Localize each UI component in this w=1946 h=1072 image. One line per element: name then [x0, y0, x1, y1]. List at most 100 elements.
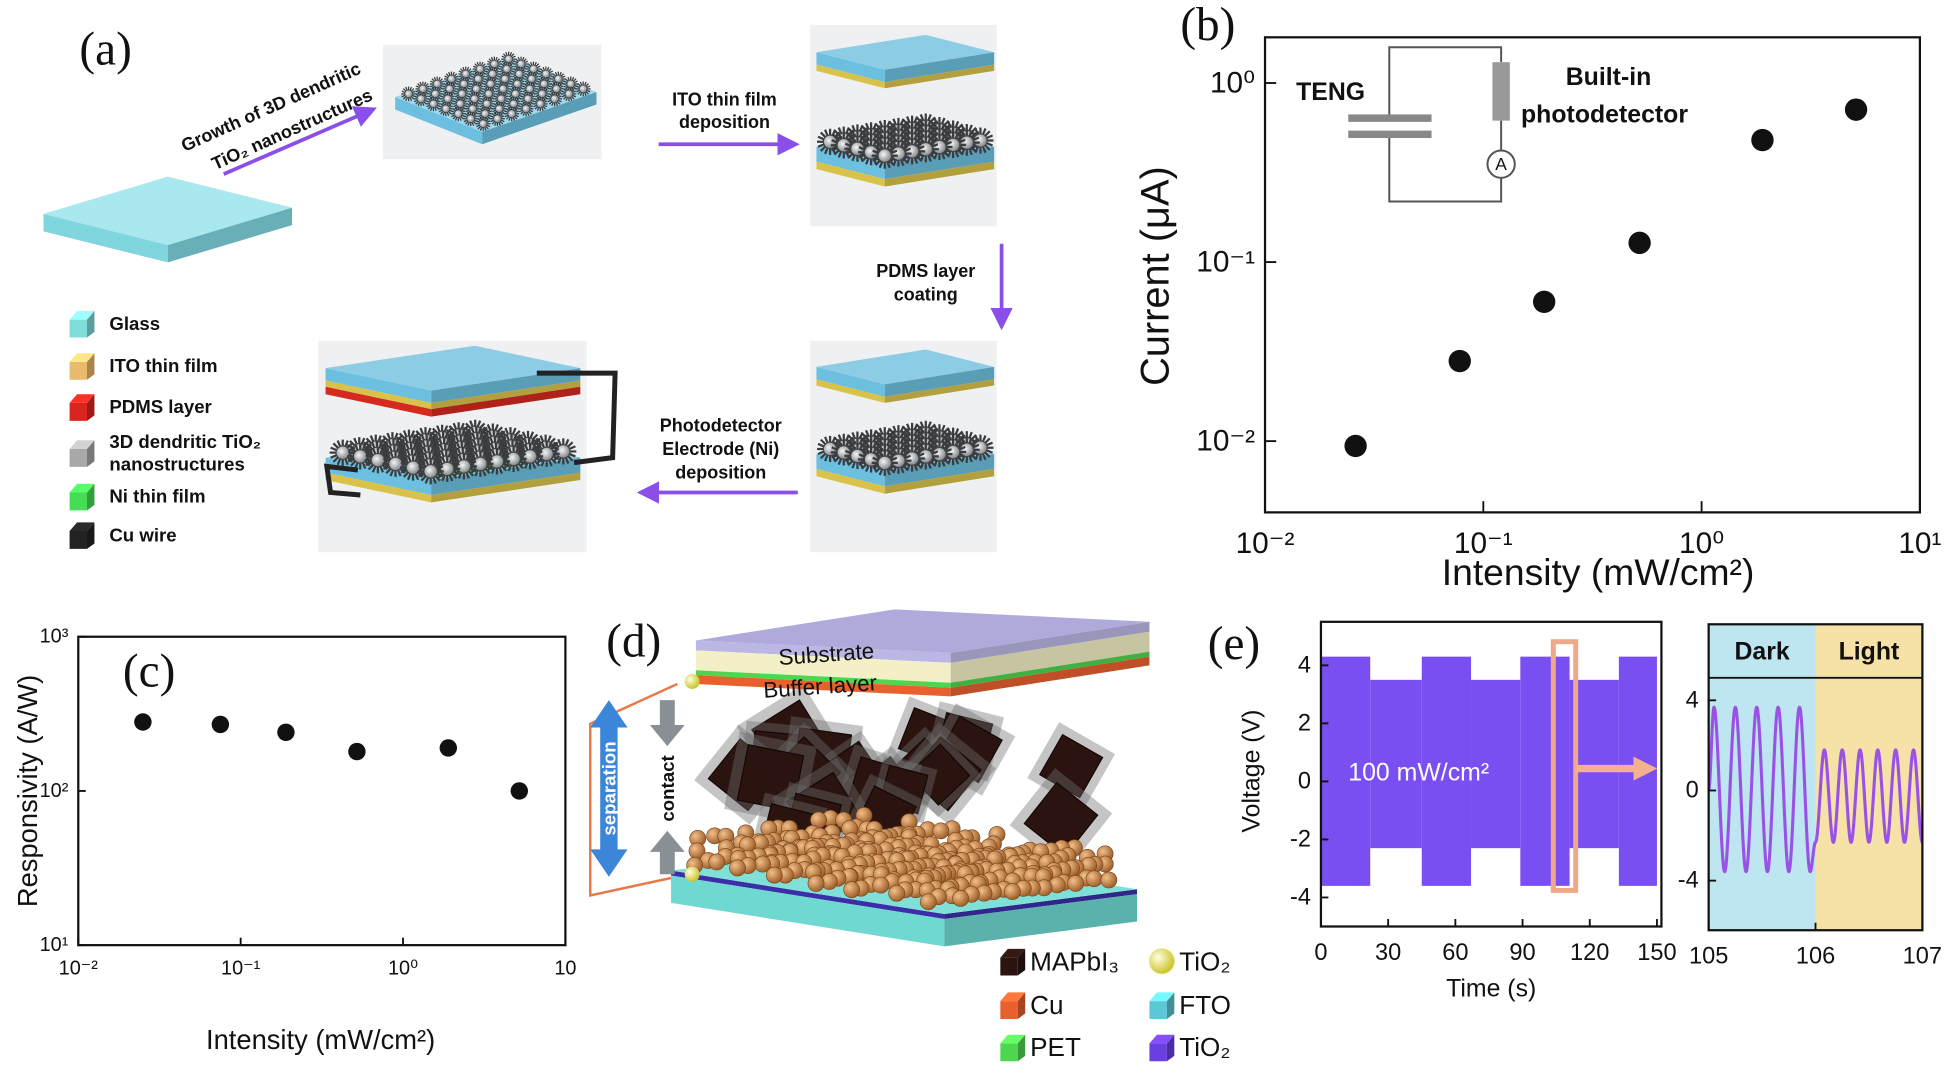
y-tick-label: -4 [1290, 884, 1311, 910]
x-tick-label: 60 [1442, 940, 1468, 966]
legend-swatch [1000, 1001, 1018, 1020]
legend-swatch [69, 361, 87, 380]
dendrite [560, 85, 577, 102]
legend-swatch [1166, 1034, 1175, 1062]
data-point [1844, 98, 1868, 121]
data-point [439, 739, 457, 757]
slab-side [431, 472, 581, 503]
process-arrow [222, 106, 377, 176]
slab-side [944, 889, 1138, 920]
legend-swatch [69, 492, 87, 511]
slab-side [950, 651, 1150, 688]
tio2-particle [932, 822, 950, 840]
region-label: Light [1839, 638, 1900, 666]
slab-side [816, 146, 885, 180]
slab-side [395, 97, 483, 145]
cu-wire [323, 463, 361, 498]
legend-swatch [1000, 1043, 1018, 1062]
slab-top [43, 176, 293, 245]
voltage-envelope [1370, 679, 1422, 849]
voltage-envelope [1471, 679, 1521, 849]
motion-label: contact [657, 755, 678, 821]
x-tick-label: 120 [1570, 940, 1609, 966]
x-tick-label: 10⁰ [388, 958, 418, 980]
y-tick-label: 10⁰ [1210, 67, 1255, 100]
annotation: 100 mW/cm² [1348, 758, 1489, 786]
slab-side [431, 368, 581, 403]
x-tick-label: 30 [1375, 940, 1401, 966]
capacitor-plate [1348, 114, 1432, 122]
separation-arrow [590, 700, 628, 877]
tio2-particle [1004, 883, 1021, 900]
slab-side [695, 670, 951, 688]
slab-top [695, 609, 1150, 653]
x-tick-label: 90 [1509, 940, 1535, 966]
step-label: Photodetector [660, 415, 782, 435]
slab-side [816, 161, 885, 187]
slab-side [884, 366, 995, 397]
panel-label: (b) [1180, 0, 1235, 51]
legend-swatch [1166, 992, 1175, 1020]
circuit-wire [1388, 46, 1503, 119]
step-label: Electrode (Ni) [662, 439, 779, 459]
legend-swatch [86, 440, 95, 467]
cu-wire [536, 370, 618, 466]
legend-swatch [1000, 1034, 1026, 1044]
plot-frame [1263, 36, 1922, 514]
circuit-label: photodetector [1521, 100, 1688, 128]
y-tick-label: 4 [1298, 652, 1311, 678]
legend-swatch [1017, 1034, 1026, 1062]
panel-label: (e) [1208, 618, 1260, 670]
y-tick-label: -4 [1678, 868, 1699, 894]
x-axis-label: Intensity (mW/cm²) [1442, 551, 1755, 593]
data-point [510, 782, 528, 800]
y-tick-label: 10³ [40, 626, 69, 648]
tio2-particle [888, 884, 906, 902]
x-tick-label: 10⁻¹ [221, 958, 261, 980]
legend-swatch [86, 483, 95, 511]
x-tick-label: 10⁻² [1236, 527, 1295, 560]
tio2-particle [952, 889, 969, 907]
dendrite [416, 457, 445, 486]
circuit-wire [1388, 134, 1503, 203]
y-tick-label: -2 [1290, 826, 1311, 852]
step-label: coating [894, 285, 958, 305]
ammeter-label: A [1495, 154, 1507, 174]
step-label: deposition [679, 112, 770, 132]
legend-label: Cu [1030, 990, 1063, 1020]
legend-swatch [69, 483, 95, 493]
legend-swatch [1149, 1001, 1167, 1020]
y-axis-label: Current (μA) [1134, 166, 1178, 386]
y-tick-label: 10¹ [40, 934, 69, 956]
tio2-contact [684, 866, 700, 882]
dendrite [546, 90, 563, 107]
tio2-particle [1067, 874, 1085, 892]
perovskite-grain [736, 744, 805, 812]
legend-label: TiO₂ [1179, 1032, 1230, 1062]
x-axis-label: Time (s) [1446, 975, 1536, 1003]
contact-arrow [649, 700, 685, 747]
dendrite [517, 100, 535, 117]
dendrite [575, 80, 592, 97]
tio2-particle [765, 866, 783, 884]
x-tick-label: 107 [1903, 944, 1942, 970]
slab-side [816, 366, 885, 397]
x-tick-label: 0 [1314, 940, 1327, 966]
voltage-envelope [1320, 656, 1371, 886]
data-point [134, 713, 152, 731]
y-tick-label: 10⁻¹ [1196, 246, 1255, 279]
slab-side [816, 64, 885, 89]
slab-side [884, 379, 995, 403]
legend-swatch [69, 310, 95, 320]
voltage-envelope [1421, 656, 1472, 886]
dendrite [489, 110, 506, 127]
data-point [1344, 434, 1367, 458]
data-point [1532, 290, 1556, 313]
region [1815, 624, 1923, 931]
legend-label: nanostructures [109, 453, 245, 474]
y-tick-label: 0 [1686, 777, 1699, 803]
dendrite [870, 141, 899, 170]
x-tick-label: 105 [1689, 944, 1728, 970]
